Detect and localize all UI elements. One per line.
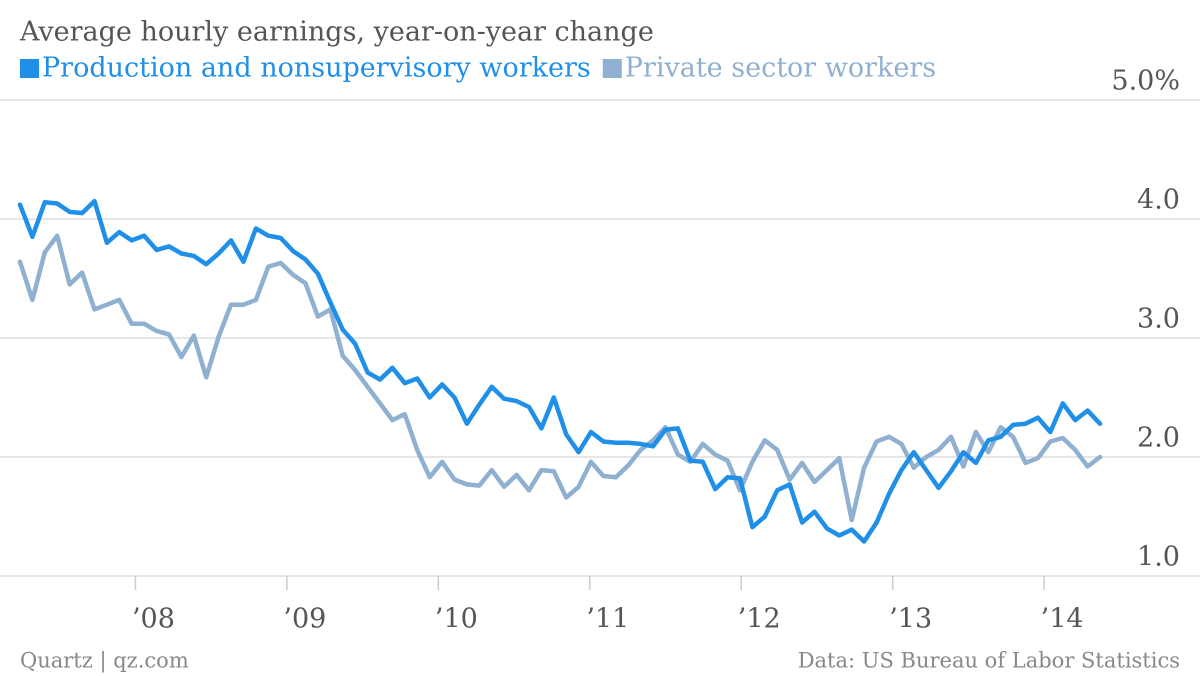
x-tick-label: ’10	[435, 604, 478, 635]
credit: Quartz | qz.com	[20, 649, 189, 674]
y-tick-label: 2.0	[1137, 423, 1180, 454]
legend-label: Production and nonsupervisory workers	[42, 53, 591, 84]
x-tick-label: ’11	[586, 604, 629, 635]
x-tick-label: ’12	[738, 604, 781, 635]
y-tick-label: 3.0	[1137, 304, 1180, 335]
legend-label: Private sector workers	[625, 53, 936, 84]
x-tick-label: ’13	[889, 604, 932, 635]
y-tick-label: 1.0	[1137, 542, 1180, 573]
series-line	[17, 233, 1103, 523]
y-tick-label: 5.0%	[1111, 66, 1180, 97]
legend-swatch	[20, 59, 39, 78]
chart-title: Average hourly earnings, year-on-year ch…	[19, 17, 654, 48]
source: Data: US Bureau of Labor Statistics	[798, 649, 1180, 673]
x-tick-label: ’08	[132, 604, 175, 635]
x-tick-label: ’09	[283, 604, 326, 635]
y-tick-label: 4.0	[1137, 185, 1180, 216]
series-line	[17, 198, 1103, 544]
x-tick-label: ’14	[1041, 604, 1084, 635]
legend-swatch	[602, 59, 622, 78]
